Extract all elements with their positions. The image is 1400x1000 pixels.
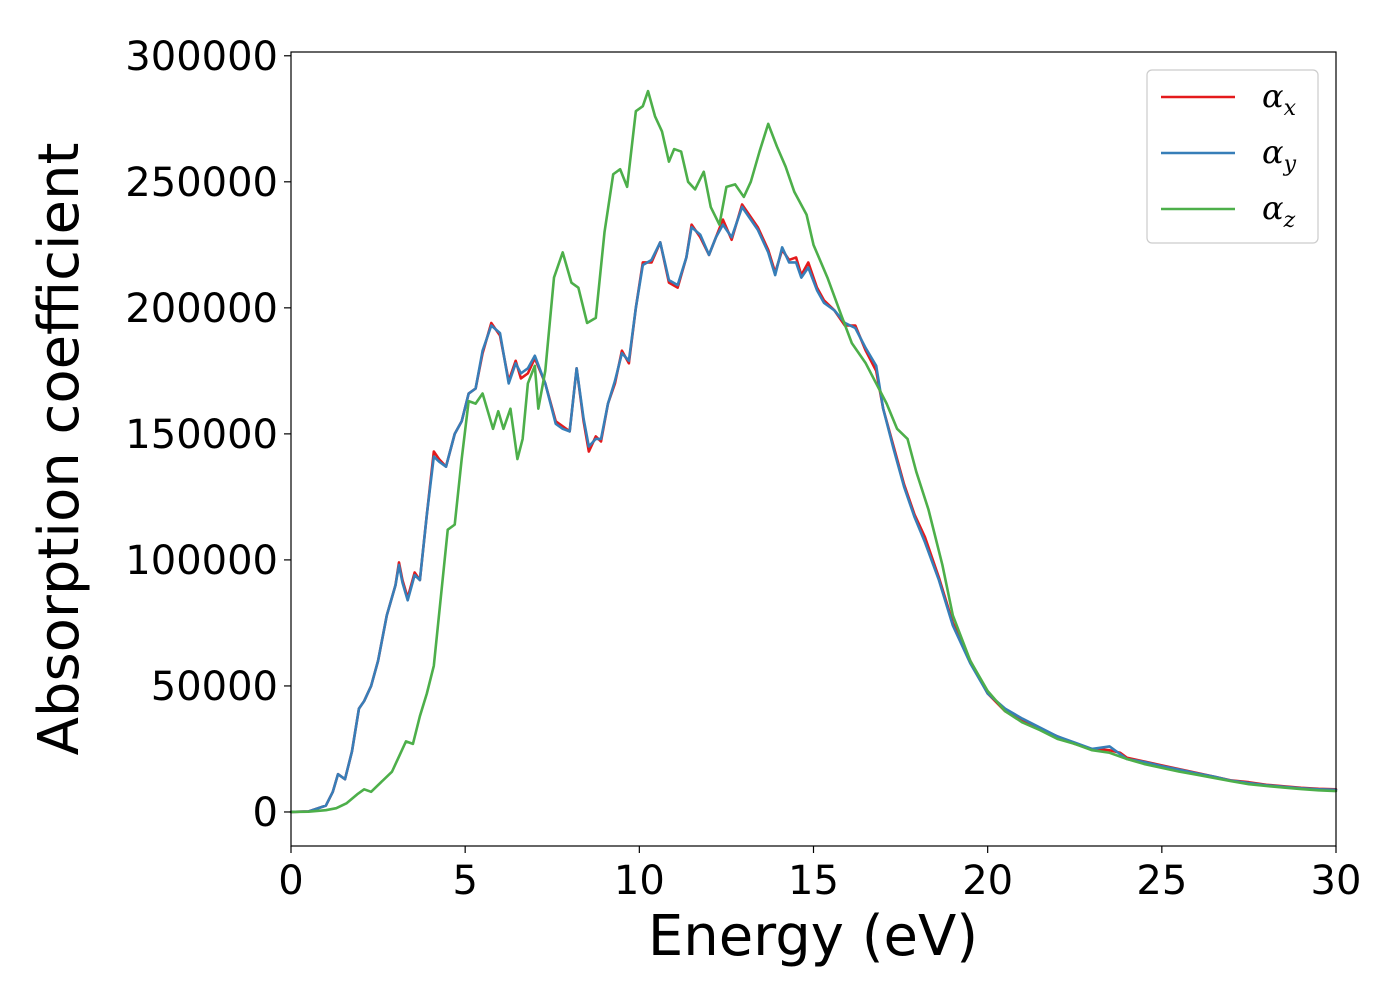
series-line-y [289,205,1338,814]
x-axis-ticks: 0 5 10 15 20 25 30 [278,846,1361,904]
series-line-z [289,89,1338,814]
x-tick-label: 20 [962,858,1013,904]
y-tick-label: 300000 [125,34,278,80]
y-tick-label: 50000 [151,664,278,710]
x-axis-title: Energy (eV) [648,904,978,969]
x-tick-label: 10 [614,858,665,904]
x-tick-label: 15 [788,858,839,904]
y-tick-label: 100000 [125,538,278,584]
y-axis-title: Absorption coefficient [27,143,92,756]
legend-frame [1146,69,1319,244]
y-tick-label: 150000 [125,412,278,458]
x-tick-label: 30 [1311,858,1362,904]
x-tick-label: 0 [278,858,303,904]
y-axis-ticks: 0 50000 100000 150000 200000 250000 300000 [125,34,291,836]
y-tick-label: 250000 [125,160,278,206]
x-tick-label: 25 [1136,858,1187,904]
series-layer [289,89,1338,814]
y-tick-label: 200000 [125,286,278,332]
y-tick-label: 0 [253,790,278,836]
x-tick-label: 5 [452,858,477,904]
